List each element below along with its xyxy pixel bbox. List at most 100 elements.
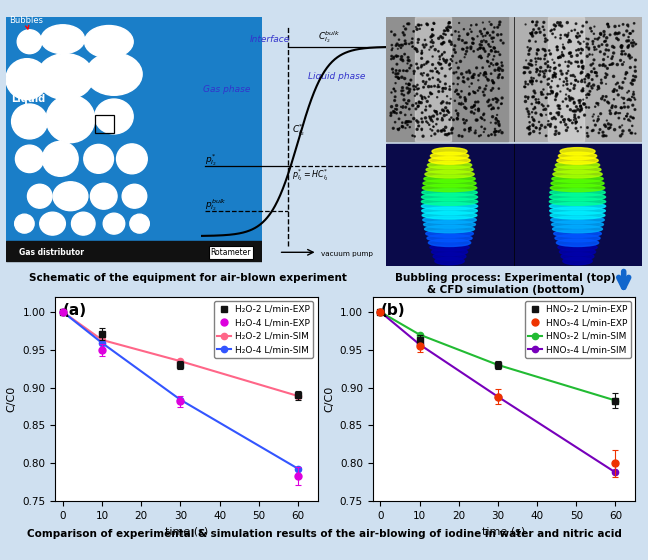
Point bbox=[625, 129, 636, 138]
Point bbox=[422, 119, 433, 128]
Point bbox=[531, 77, 542, 86]
Point bbox=[540, 59, 551, 68]
Point bbox=[624, 95, 634, 104]
Point bbox=[489, 52, 500, 60]
Point bbox=[564, 57, 574, 66]
Point bbox=[421, 59, 432, 68]
Point bbox=[397, 123, 408, 132]
Point bbox=[445, 99, 455, 108]
Point bbox=[595, 125, 605, 134]
Point bbox=[398, 101, 408, 110]
Point bbox=[560, 31, 570, 40]
Point bbox=[404, 56, 414, 65]
Point bbox=[421, 113, 431, 122]
Point bbox=[558, 81, 568, 90]
Point bbox=[554, 129, 564, 138]
Point bbox=[625, 96, 636, 105]
Point bbox=[592, 85, 603, 94]
Point bbox=[566, 59, 576, 68]
Point bbox=[525, 44, 535, 53]
Point bbox=[417, 108, 427, 117]
Point bbox=[531, 109, 541, 118]
Point bbox=[601, 122, 611, 131]
Point bbox=[607, 42, 618, 51]
Point bbox=[434, 58, 444, 67]
Legend: HNO₃-2 L/min-EXP, HNO₃-4 L/min-EXP, HNO₃-2 L/min-SIM, HNO₃-4 L/min-SIM: HNO₃-2 L/min-EXP, HNO₃-4 L/min-EXP, HNO₃… bbox=[525, 301, 631, 358]
Point bbox=[416, 63, 426, 72]
Point bbox=[566, 26, 577, 35]
Point bbox=[443, 106, 453, 115]
Point bbox=[528, 25, 538, 34]
Point bbox=[494, 64, 504, 73]
Point bbox=[550, 123, 561, 132]
Point bbox=[419, 92, 430, 101]
Point bbox=[412, 81, 422, 90]
Text: $p_{I_2}^{*}=HC_{I_2}^{*}$: $p_{I_2}^{*}=HC_{I_2}^{*}$ bbox=[292, 167, 329, 183]
Point bbox=[610, 22, 620, 31]
Ellipse shape bbox=[426, 166, 473, 174]
Point bbox=[629, 87, 639, 96]
Point bbox=[443, 106, 453, 115]
Point bbox=[630, 105, 640, 114]
Point bbox=[489, 78, 499, 87]
Point bbox=[393, 44, 403, 53]
Point bbox=[547, 88, 557, 97]
Point bbox=[454, 131, 464, 140]
Point bbox=[531, 67, 542, 76]
Point bbox=[412, 125, 422, 134]
Point bbox=[459, 78, 469, 87]
Point bbox=[392, 73, 402, 82]
Point bbox=[389, 96, 400, 105]
Point bbox=[553, 101, 563, 110]
Point bbox=[573, 77, 583, 86]
Point bbox=[550, 63, 561, 72]
Point bbox=[389, 52, 399, 61]
Point bbox=[392, 60, 402, 69]
Point bbox=[485, 31, 495, 40]
Point bbox=[554, 101, 564, 110]
Point bbox=[589, 55, 599, 64]
Point bbox=[395, 124, 405, 133]
Point bbox=[427, 36, 437, 45]
Point bbox=[584, 90, 594, 99]
Point bbox=[488, 78, 498, 87]
Point bbox=[616, 104, 627, 113]
Point bbox=[476, 54, 487, 63]
Point bbox=[476, 113, 486, 122]
Point bbox=[445, 85, 455, 94]
Point bbox=[475, 44, 485, 53]
Point bbox=[489, 23, 500, 32]
Point bbox=[399, 39, 410, 48]
Point bbox=[480, 115, 490, 124]
Point bbox=[421, 94, 431, 103]
Point bbox=[629, 90, 639, 99]
Point bbox=[533, 99, 544, 108]
Point bbox=[483, 97, 493, 106]
Point bbox=[479, 36, 489, 45]
Point bbox=[446, 125, 457, 134]
Point bbox=[540, 34, 551, 43]
Point bbox=[623, 52, 634, 60]
Point bbox=[612, 29, 623, 38]
Point bbox=[431, 120, 441, 129]
X-axis label: time (s): time (s) bbox=[165, 526, 208, 536]
Point bbox=[524, 46, 535, 55]
Point bbox=[476, 29, 487, 38]
Point bbox=[590, 68, 600, 77]
Point bbox=[441, 123, 451, 132]
Point bbox=[427, 90, 437, 99]
Point bbox=[453, 63, 463, 72]
Point bbox=[524, 118, 535, 127]
Text: Schematic of the equipment for air-blown experiment: Schematic of the equipment for air-blown… bbox=[29, 273, 347, 283]
Point bbox=[396, 43, 406, 52]
Point bbox=[618, 31, 629, 40]
Point bbox=[478, 18, 488, 27]
Point bbox=[402, 120, 413, 129]
Point bbox=[476, 53, 487, 62]
Point bbox=[628, 36, 638, 45]
Point bbox=[461, 116, 472, 125]
Point bbox=[578, 95, 588, 104]
Point bbox=[549, 25, 559, 34]
Point bbox=[441, 56, 452, 65]
Point bbox=[523, 93, 533, 102]
